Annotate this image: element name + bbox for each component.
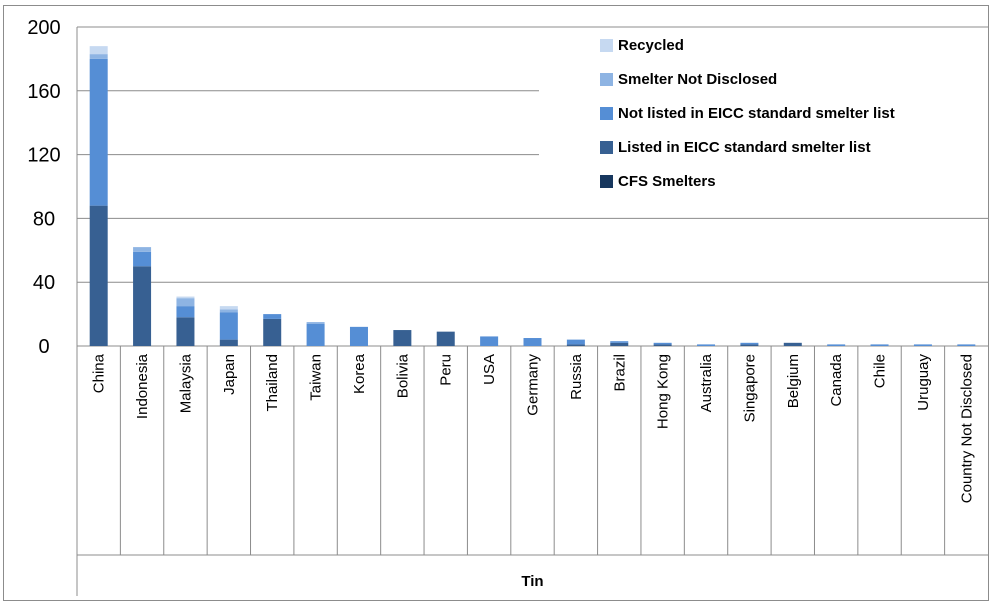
- bar-segment: [219, 306, 238, 310]
- chart-frame: 0 40 80 120 160 200 China Indonesia Malaysia Jap…: [3, 5, 989, 601]
- bar-segment: [306, 323, 325, 346]
- bar-segment: [263, 318, 282, 346]
- stacked-bar-chart: 0 40 80 120 160 200 China Indonesia Malaysia Jap…: [27, 17, 988, 596]
- bar-segment: [89, 54, 108, 59]
- x-tick-label: Indonesia: [134, 353, 151, 419]
- x-tick-label: Brazil: [611, 354, 628, 392]
- y-tick-label: 200: [27, 17, 60, 39]
- y-tick-label: 160: [27, 81, 60, 103]
- x-tick-label: Bolivia: [394, 353, 411, 398]
- bars: [89, 46, 976, 346]
- x-tick-label: Russia: [568, 353, 585, 400]
- bar-segment: [219, 312, 238, 340]
- gridlines: [77, 26, 988, 283]
- bar-segment: [176, 296, 195, 299]
- legend-swatch: [600, 107, 613, 120]
- legend-label: Not listed in EICC standard smelter list: [618, 105, 895, 122]
- x-tick-label: Singapore: [741, 354, 758, 422]
- bar-segment: [89, 205, 108, 346]
- x-tick-label: Malaysia: [177, 353, 194, 413]
- bar-segment: [783, 342, 802, 346]
- x-tick-label: Canada: [828, 353, 845, 406]
- bar-segment: [89, 46, 108, 55]
- bar-segment: [653, 342, 672, 345]
- x-tick-label: Chile: [872, 354, 889, 388]
- x-tick-label: Germany: [525, 354, 542, 416]
- legend-swatch: [600, 175, 613, 188]
- x-tick-label: Australia: [698, 353, 715, 412]
- bar-segment: [176, 298, 195, 307]
- x-tick-label: Korea: [351, 353, 368, 394]
- x-axis-label: Tin: [521, 573, 543, 590]
- legend-label: Recycled: [618, 37, 684, 54]
- bar-segment: [566, 339, 585, 345]
- x-tick-label: China: [91, 353, 108, 393]
- bar-segment: [219, 339, 238, 346]
- axes: [76, 27, 988, 596]
- bar-segment: [870, 344, 889, 346]
- x-tick-label: Belgium: [785, 354, 802, 408]
- bar-segment: [957, 344, 976, 346]
- bar-segment: [610, 341, 629, 343]
- bar-segment: [913, 344, 932, 346]
- x-tick-label: Thailand: [264, 354, 281, 412]
- legend-label: CFS Smelters: [618, 173, 716, 190]
- bar-segment: [740, 342, 759, 345]
- x-tick-label: Country Not Disclosed: [958, 354, 975, 503]
- x-tick-label: Peru: [438, 354, 455, 386]
- legend-label: Listed in EICC standard smelter list: [618, 139, 871, 156]
- y-tick-label: 0: [38, 336, 49, 358]
- x-axis-ticks: China Indonesia Malaysia Japan Thailand Taiwa…: [91, 353, 976, 503]
- bar-segment: [697, 344, 716, 346]
- legend-swatch: [600, 73, 613, 86]
- bar-segment: [176, 317, 195, 346]
- bar-segment: [133, 251, 152, 267]
- bar-segment: [263, 314, 282, 319]
- bar-segment: [133, 247, 152, 252]
- bar-segment: [349, 326, 368, 346]
- bar-segment: [176, 306, 195, 318]
- legend-swatch: [600, 141, 613, 154]
- bar-segment: [610, 342, 629, 346]
- bar-segment: [740, 344, 759, 346]
- x-tick-label: Uruguay: [915, 354, 932, 411]
- y-tick-label: 40: [33, 272, 55, 294]
- x-tick-label: USA: [481, 354, 498, 385]
- bar-segment: [480, 336, 499, 346]
- bar-segment: [89, 58, 108, 206]
- bar-segment: [219, 309, 238, 313]
- legend: Recycled Smelter Not Disclosed Not listed …: [600, 37, 895, 190]
- bar-segment: [306, 322, 325, 324]
- bar-segment: [566, 344, 585, 346]
- y-axis-ticks: 0 40 80 120 160 200: [27, 17, 60, 358]
- bar-segment: [653, 344, 672, 346]
- bar-segment: [393, 330, 412, 346]
- bar-segment: [436, 331, 455, 346]
- x-tick-label: Japan: [221, 354, 238, 395]
- bar-segment: [827, 344, 846, 346]
- legend-label: Smelter Not Disclosed: [618, 71, 777, 88]
- x-tick-label: Taiwan: [308, 354, 325, 401]
- y-tick-label: 80: [33, 208, 55, 230]
- bar-segment: [523, 338, 542, 346]
- y-tick-label: 120: [27, 145, 60, 167]
- x-tick-label: Hong Kong: [655, 354, 672, 429]
- legend-swatch: [600, 39, 613, 52]
- bar-segment: [133, 266, 152, 346]
